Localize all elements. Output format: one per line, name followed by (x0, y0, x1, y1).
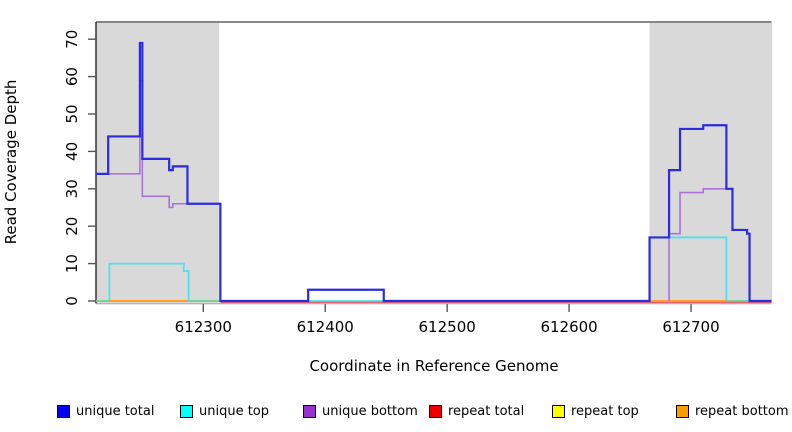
legend-item-repeat-total: repeat total (429, 401, 524, 421)
legend-swatch (676, 404, 689, 418)
x-tick-label: 612500 (419, 318, 476, 336)
axis-ticks (88, 38, 692, 312)
legend-label: unique total (76, 403, 155, 419)
coverage-step-lines (96, 41, 772, 303)
legend-label: unique top (199, 403, 270, 419)
series-unique-total (96, 41, 772, 303)
legend: unique total unique top unique bottom repea… (0, 401, 792, 425)
y-tick-label: 30 (63, 179, 81, 198)
y-tick-label: 10 (63, 254, 81, 273)
y-tick-label: 20 (63, 217, 81, 236)
y-tick-label: 0 (63, 296, 81, 306)
plot-frame (95, 21, 772, 305)
legend-swatch (429, 404, 442, 418)
x-tick-label: 612600 (540, 318, 597, 336)
y-tick-label: 50 (63, 104, 81, 123)
legend-label: repeat bottom (695, 403, 789, 419)
legend-item-unique-total: unique total (57, 401, 154, 421)
y-tick-label: 60 (63, 67, 81, 86)
x-axis-title: Coordinate in Reference Genome (309, 357, 558, 375)
legend-item-repeat-top: repeat top (552, 401, 639, 421)
legend-item-unique-bottom: unique bottom (303, 401, 418, 421)
legend-swatch (303, 404, 316, 418)
shaded-repeat-regions (96, 22, 772, 304)
legend-swatch (57, 404, 70, 418)
legend-label: repeat top (571, 403, 639, 419)
repeat-region-band (649, 22, 772, 304)
y-tick-label: 70 (63, 30, 81, 49)
series-unique-top (96, 236, 772, 302)
legend-label: unique bottom (322, 403, 418, 419)
legend-swatch (552, 404, 565, 418)
coverage-plot: 612300 612400 612500 612600 612700 0 10 20 30 40 5… (2, 21, 772, 375)
x-tick-label: 612300 (175, 318, 232, 336)
legend-label: repeat total (448, 403, 525, 419)
axis-tick-labels: 612300 612400 612500 612600 612700 0 10 20 30 40 5… (63, 30, 720, 336)
x-tick-label: 612700 (662, 318, 719, 336)
y-axis-title: Read Coverage Depth (2, 80, 20, 245)
y-tick-label: 40 (63, 142, 81, 161)
legend-item-unique-top: unique top (180, 401, 269, 421)
x-tick-label: 612400 (297, 318, 354, 336)
legend-item-repeat-bottom: repeat bottom (676, 401, 789, 421)
repeat-region-band (96, 22, 220, 304)
legend-swatch (180, 404, 193, 418)
